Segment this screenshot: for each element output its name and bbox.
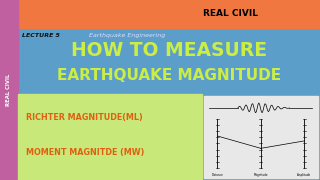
Bar [18,94,202,180]
Bar [204,96,318,178]
Bar [18,0,320,28]
Text: Distance: Distance [212,173,223,177]
Text: EARTHQUAKE MAGNITUDE: EARTHQUAKE MAGNITUDE [57,68,281,83]
Text: LECTURE 5: LECTURE 5 [22,33,60,38]
Text: RICHTER MAGNITUDE(ML): RICHTER MAGNITUDE(ML) [26,113,142,122]
Text: Amplitude: Amplitude [297,173,311,177]
Bar [0,0,18,180]
Text: REAL CIVIL: REAL CIVIL [203,9,258,18]
Text: HOW TO MEASURE: HOW TO MEASURE [71,41,267,60]
Text: Magnitude: Magnitude [253,173,268,177]
Text: MOMENT MAGNITDE (MW): MOMENT MAGNITDE (MW) [26,148,144,157]
Text: REAL CIVIL: REAL CIVIL [6,74,11,106]
Text: Earthquake Engineering: Earthquake Engineering [90,33,166,38]
